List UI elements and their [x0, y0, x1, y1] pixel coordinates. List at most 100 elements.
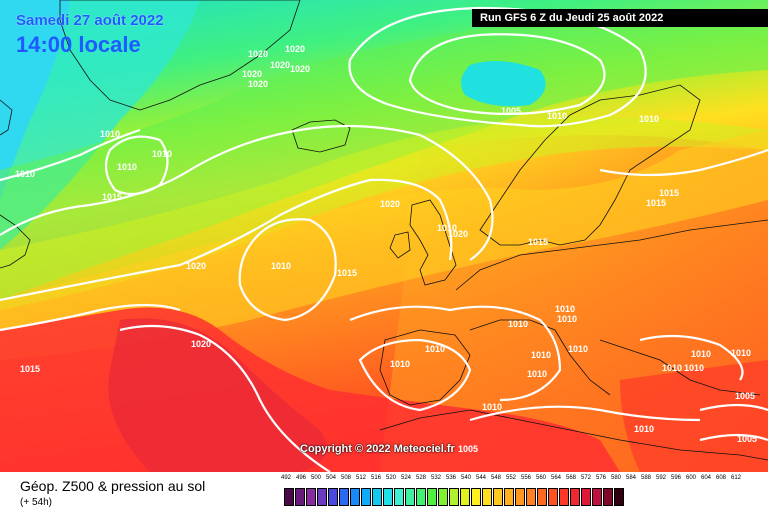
isobar-pressure-label: 1010: [100, 129, 120, 139]
legend-tick-label: 536: [446, 475, 457, 481]
legend-tick-label: 592: [656, 475, 667, 481]
geopotential-band-yellow: [0, 130, 768, 360]
map-product-title: Géop. Z500 & pression au sol: [20, 478, 206, 494]
legend-swatch: [306, 488, 316, 506]
isobar-pressure-label: 1010: [731, 348, 751, 358]
legend-tick-label: 556: [521, 475, 532, 481]
legend-tick-label: 576: [596, 475, 607, 481]
legend-swatch: [427, 488, 437, 506]
isobar-1010-mediterranean: [469, 405, 701, 422]
isobar-pressure-label: 1020: [380, 199, 400, 209]
isobar-pressure-label: 1020: [285, 44, 305, 54]
legend-swatch: [559, 488, 569, 506]
legend-tick-label: 540: [461, 475, 472, 481]
isobar-pressure-label: 1010: [557, 314, 577, 324]
geopotential-band-lightblue: [0, 0, 70, 200]
legend-swatch: [537, 488, 547, 506]
isobar-1015-east: [599, 148, 768, 177]
legend-tick-label: 520: [386, 475, 397, 481]
legend-tick-label: 596: [671, 475, 682, 481]
legend-swatch: [317, 488, 327, 506]
legend-swatch: [482, 488, 492, 506]
isobar-pressure-label: 1005: [458, 444, 478, 454]
isobar-lines: [0, 6, 768, 472]
legend-tick-label: 564: [551, 475, 562, 481]
legend-tick-label: 604: [701, 475, 712, 481]
europe-mainland-coast: [455, 219, 768, 396]
legend-swatch: [284, 488, 294, 506]
isobar-pressure-label: 1010: [508, 319, 528, 329]
isobar-pressure-label: 1005: [501, 106, 521, 116]
legend-tick-label: 508: [341, 475, 352, 481]
isobar-pressure-label: 1015: [659, 188, 679, 198]
legend-swatch: [394, 488, 404, 506]
legend-tick-label: 516: [371, 475, 382, 481]
legend-tick-label: 548: [491, 475, 502, 481]
legend-swatch: [603, 488, 613, 506]
legend-tick-label: 504: [326, 475, 337, 481]
forecast-date: Samedi 27 août 2022: [16, 12, 164, 29]
legend-swatch: [548, 488, 558, 506]
isobar-1010-west: [104, 135, 169, 196]
legend-tick-label: 608: [716, 475, 727, 481]
isobar-pressure-label: 1010: [425, 344, 445, 354]
legend-swatch: [372, 488, 382, 506]
legend-tick-label: 552: [506, 475, 517, 481]
legend-swatch: [592, 488, 602, 506]
isobar-pressure-label: 1010: [152, 149, 172, 159]
africa-coast: [379, 409, 768, 461]
legend-swatch: [449, 488, 459, 506]
isobar-pressure-label: 1015: [646, 198, 666, 208]
forecast-time: 14:00 locale: [16, 32, 141, 57]
legend-swatch: [493, 488, 503, 506]
legend-tick-label: 584: [626, 475, 637, 481]
legend-tick-label: 612: [731, 475, 742, 481]
legend-swatch: [383, 488, 393, 506]
copyright-notice: Copyright © 2022 Meteociel.fr: [300, 443, 455, 455]
legend-swatch: [614, 488, 624, 506]
isobar-pressure-label: 1010: [684, 363, 704, 373]
legend-swatch: [328, 488, 338, 506]
isobar-pressure-label: 1015: [528, 237, 548, 247]
isobar-pressure-label: 1020: [248, 49, 268, 59]
geopotential-band-red-se: [620, 360, 768, 472]
isobar-pressure-label: 1020: [290, 64, 310, 74]
isobar-pressure-label: 1005: [737, 434, 757, 444]
isobar-pressure-label: 1010: [547, 111, 567, 121]
legend-tick-label: 524: [401, 475, 412, 481]
legend-swatch: [570, 488, 580, 506]
isobar-pressure-label: 1010: [555, 304, 575, 314]
isobar-pressure-label: 1010: [639, 114, 659, 124]
greenland-coast: [59, 0, 301, 111]
forecast-lead-time: (+ 54h): [20, 497, 52, 508]
model-run-info: Run GFS 6 Z du Jeudi 25 août 2022: [472, 9, 768, 27]
legend-tick-label: 528: [416, 475, 427, 481]
isobar-pressure-label: 1020: [448, 229, 468, 239]
legend-tick-label: 512: [356, 475, 367, 481]
isobar-pressure-label: 1010: [527, 369, 547, 379]
isobar-1020-ridge: [0, 178, 453, 302]
isobar-1010-cutoff: [238, 218, 337, 322]
legend-tick-label: 560: [536, 475, 547, 481]
isobar-1005-southeast: [699, 403, 768, 442]
isobar-1010-iberia: [358, 338, 472, 412]
legend-swatch: [405, 488, 415, 506]
legend-swatch: [295, 488, 305, 506]
isobar-pressure-label: 1005: [735, 391, 755, 401]
isobar-pressure-label: 1010: [271, 261, 291, 271]
isobar-pressure-label: 1010: [390, 359, 410, 369]
isobar-pressure-label: 1020: [186, 261, 206, 271]
isobar-pressure-label: 1010: [437, 223, 457, 233]
legend-swatch: [339, 488, 349, 506]
color-scale-legend: [284, 488, 625, 506]
isobar-1010-east: [639, 334, 744, 381]
legend-swatch: [460, 488, 470, 506]
map-footer: Géop. Z500 & pression au sol (+ 54h) 492…: [0, 472, 768, 512]
legend-tick-label: 588: [641, 475, 652, 481]
legend-swatch: [438, 488, 448, 506]
legend-tick-label: 496: [296, 475, 307, 481]
legend-tick-label: 572: [581, 475, 592, 481]
legend-swatch: [361, 488, 371, 506]
